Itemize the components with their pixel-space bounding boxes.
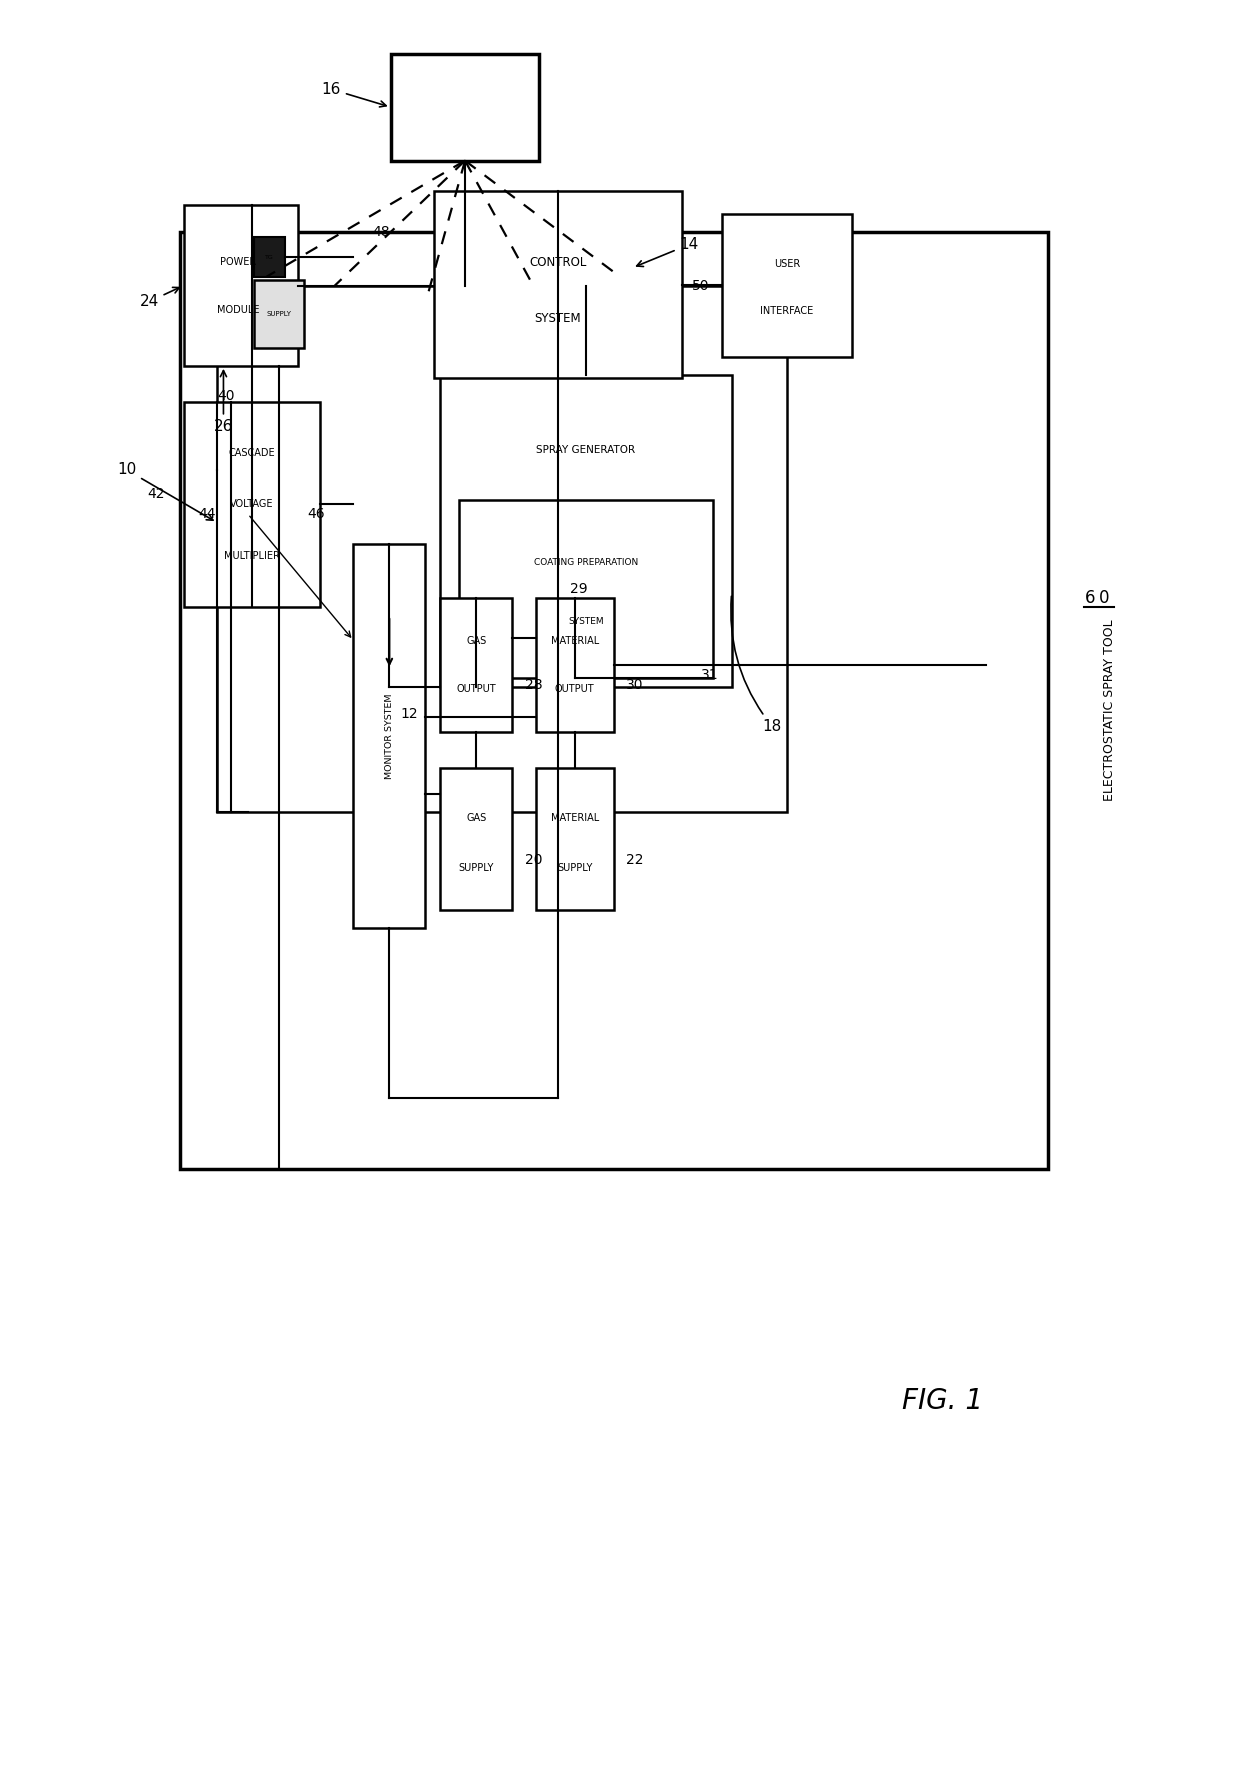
- Bar: [536, 598, 614, 732]
- Bar: [254, 280, 304, 348]
- Bar: [180, 232, 1048, 1169]
- Text: OUTPUT: OUTPUT: [456, 684, 496, 694]
- Text: 31: 31: [701, 668, 718, 682]
- Text: 48: 48: [372, 225, 389, 239]
- Text: 46: 46: [308, 507, 325, 521]
- Text: CONTROL: CONTROL: [529, 255, 587, 270]
- Bar: [536, 768, 614, 910]
- Text: 29: 29: [570, 582, 588, 596]
- Bar: [440, 375, 732, 687]
- Bar: [391, 54, 539, 161]
- Text: POWER: POWER: [219, 257, 257, 266]
- Text: 16: 16: [321, 82, 386, 107]
- Text: FIG. 1: FIG. 1: [901, 1387, 983, 1416]
- Text: ELECTROSTATIC SPRAY TOOL: ELECTROSTATIC SPRAY TOOL: [1104, 619, 1116, 801]
- Bar: [440, 768, 512, 910]
- Text: SPRAY GENERATOR: SPRAY GENERATOR: [537, 444, 635, 455]
- Bar: [184, 402, 320, 607]
- Text: SYSTEM: SYSTEM: [534, 312, 582, 325]
- Text: 50: 50: [692, 278, 709, 293]
- Text: SUPPLY: SUPPLY: [267, 311, 291, 318]
- Text: 12: 12: [401, 707, 418, 721]
- Text: CASCADE: CASCADE: [228, 448, 275, 459]
- Text: VOLTAGE: VOLTAGE: [229, 500, 274, 509]
- Text: 0: 0: [1099, 589, 1109, 607]
- Text: OUTPUT: OUTPUT: [556, 684, 594, 694]
- Text: INTERFACE: INTERFACE: [760, 307, 813, 316]
- Text: 44: 44: [198, 507, 216, 521]
- Text: 28: 28: [525, 678, 542, 693]
- Text: 26: 26: [213, 371, 233, 434]
- Bar: [722, 214, 852, 357]
- Text: GAS: GAS: [466, 812, 486, 823]
- Text: 18: 18: [730, 596, 782, 734]
- Bar: [440, 598, 512, 732]
- Text: 6: 6: [1085, 589, 1095, 607]
- Text: USER: USER: [774, 259, 800, 270]
- Text: 24: 24: [139, 287, 180, 309]
- Bar: [217, 286, 787, 812]
- Bar: [459, 500, 713, 678]
- Text: 22: 22: [626, 853, 644, 868]
- Text: 42: 42: [148, 487, 165, 502]
- Text: GAS: GAS: [466, 635, 486, 646]
- Text: MULTIPLIER: MULTIPLIER: [223, 550, 280, 560]
- Text: 14: 14: [636, 237, 699, 266]
- Text: 30: 30: [626, 678, 644, 693]
- Text: MONITOR SYSTEM: MONITOR SYSTEM: [384, 694, 394, 778]
- Text: 10: 10: [117, 462, 213, 519]
- Text: SYSTEM: SYSTEM: [568, 616, 604, 627]
- Text: TG: TG: [265, 255, 274, 259]
- Bar: [254, 237, 285, 277]
- Text: COATING PREPARATION: COATING PREPARATION: [533, 557, 639, 568]
- Text: 20: 20: [525, 853, 542, 868]
- Text: MATERIAL: MATERIAL: [551, 635, 599, 646]
- Text: SUPPLY: SUPPLY: [459, 862, 494, 873]
- Text: MODULE: MODULE: [217, 305, 259, 314]
- Text: SUPPLY: SUPPLY: [557, 862, 593, 873]
- Bar: [353, 544, 425, 928]
- Text: MATERIAL: MATERIAL: [551, 812, 599, 823]
- Bar: [184, 205, 298, 366]
- Bar: [434, 191, 682, 378]
- Text: 40: 40: [217, 389, 234, 403]
